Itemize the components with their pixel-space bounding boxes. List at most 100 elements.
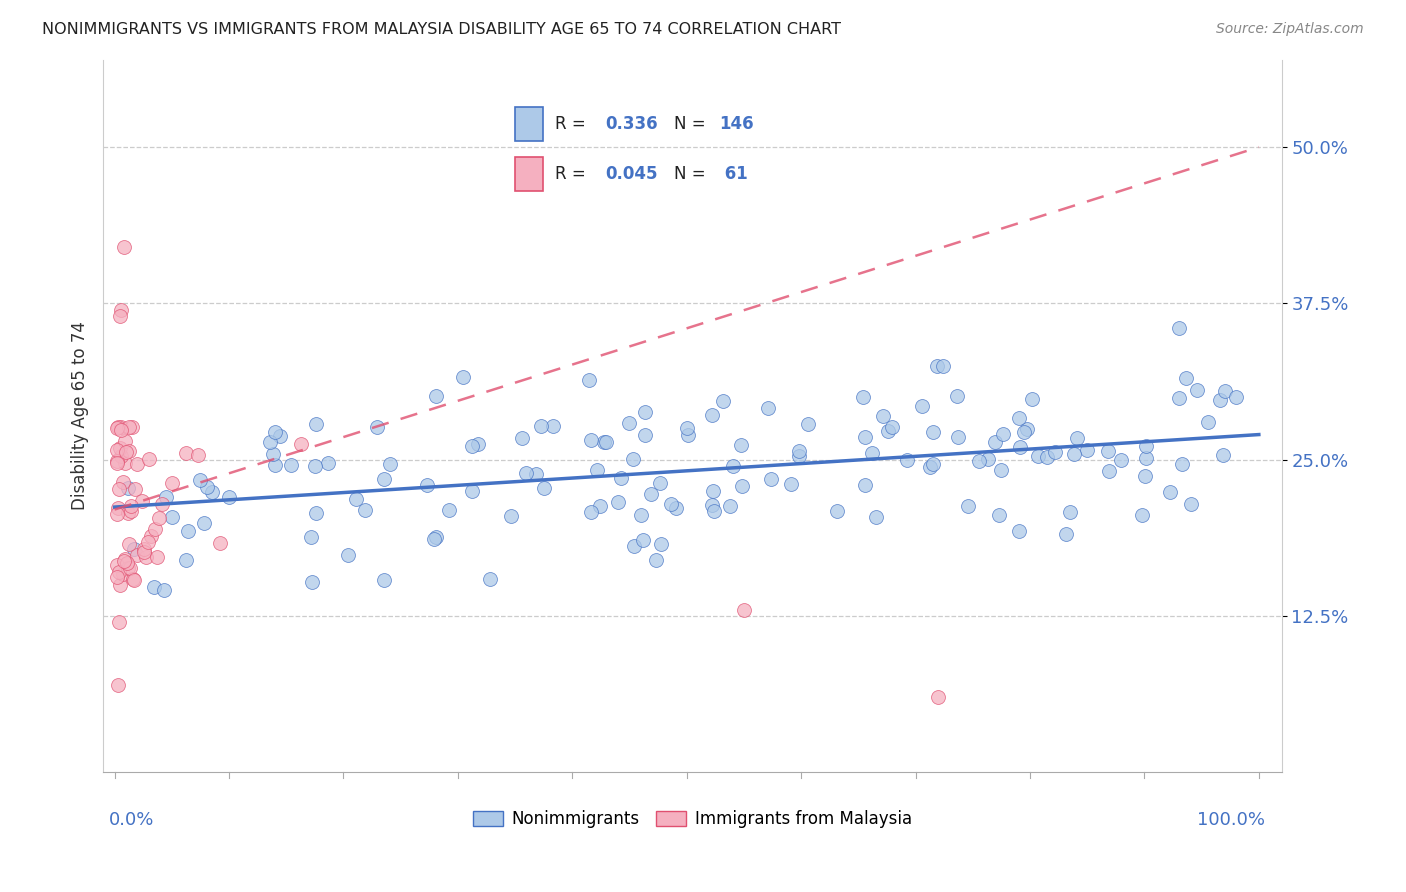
Point — [1008, 524, 1031, 538]
Point — [530, 419, 553, 434]
Point — [853, 429, 876, 443]
Point — [117, 561, 139, 575]
Point — [921, 457, 943, 471]
Point — [977, 451, 1000, 466]
Point — [263, 425, 285, 439]
Point — [675, 420, 697, 434]
Point — [927, 359, 949, 373]
Point — [610, 471, 633, 485]
Point — [107, 420, 129, 434]
Point — [135, 550, 157, 565]
Point — [155, 490, 177, 504]
Point — [120, 499, 142, 513]
Point — [195, 480, 218, 494]
Point — [160, 476, 183, 491]
Point — [304, 458, 326, 473]
Point — [344, 491, 367, 506]
Point — [105, 456, 128, 470]
Point — [117, 482, 139, 496]
Point — [105, 420, 128, 434]
Point — [702, 498, 724, 512]
Point — [336, 548, 359, 562]
Point — [1098, 465, 1121, 479]
Point — [187, 448, 209, 462]
Point — [921, 425, 943, 439]
Point — [787, 444, 810, 458]
Point — [131, 494, 153, 508]
Point — [111, 475, 134, 490]
Point — [269, 429, 291, 443]
Point — [437, 503, 460, 517]
Point — [112, 554, 135, 568]
Point — [467, 436, 489, 450]
Point — [174, 553, 197, 567]
Point — [478, 572, 501, 586]
Point — [416, 477, 439, 491]
Point — [1213, 384, 1236, 398]
Point — [108, 615, 131, 629]
Point — [896, 453, 918, 467]
Point — [132, 545, 155, 559]
Point — [354, 503, 377, 517]
Point — [115, 444, 138, 458]
Point — [461, 438, 484, 452]
Point — [640, 487, 662, 501]
Point — [145, 522, 167, 536]
Point — [112, 240, 135, 254]
Point — [648, 476, 671, 491]
Point — [718, 499, 741, 513]
Point — [425, 389, 447, 403]
Point — [1132, 508, 1154, 522]
Point — [264, 458, 287, 472]
Point — [852, 390, 875, 404]
Point — [880, 420, 903, 434]
Point — [373, 472, 395, 486]
Point — [578, 373, 600, 387]
Point — [110, 450, 132, 464]
Point — [1076, 443, 1098, 458]
Point — [425, 530, 447, 544]
Point — [631, 533, 654, 547]
Point — [114, 457, 136, 471]
Point — [1017, 422, 1039, 436]
Point — [378, 457, 401, 471]
Point — [623, 539, 645, 553]
Text: 0.0%: 0.0% — [108, 811, 155, 830]
Point — [461, 484, 484, 499]
Point — [1187, 383, 1209, 397]
Point — [262, 446, 284, 460]
Point — [177, 524, 200, 538]
Point — [110, 309, 132, 323]
Point — [108, 565, 131, 579]
Point — [174, 445, 197, 459]
Point — [1159, 485, 1181, 500]
Point — [593, 435, 616, 450]
Point — [373, 573, 395, 587]
Point — [630, 508, 652, 522]
Point — [501, 509, 523, 524]
Point — [299, 530, 322, 544]
Point — [115, 556, 138, 570]
Point — [993, 427, 1015, 442]
Point — [853, 477, 876, 491]
Point — [110, 420, 132, 434]
Point — [650, 536, 672, 550]
Point — [105, 443, 128, 458]
Point — [107, 500, 129, 515]
Point — [990, 463, 1012, 477]
Point — [105, 570, 128, 584]
Point — [120, 561, 142, 575]
Point — [524, 467, 547, 481]
Point — [107, 482, 129, 496]
Point — [105, 454, 128, 468]
Point — [759, 472, 782, 486]
Point — [107, 677, 129, 691]
Point — [1012, 425, 1035, 440]
Point — [827, 504, 849, 518]
Point — [920, 460, 942, 475]
Legend: Nonimmigrants, Immigrants from Malaysia: Nonimmigrants, Immigrants from Malaysia — [467, 804, 918, 835]
Point — [1135, 451, 1157, 466]
Point — [1135, 468, 1157, 483]
Point — [665, 500, 688, 515]
Point — [779, 477, 801, 491]
